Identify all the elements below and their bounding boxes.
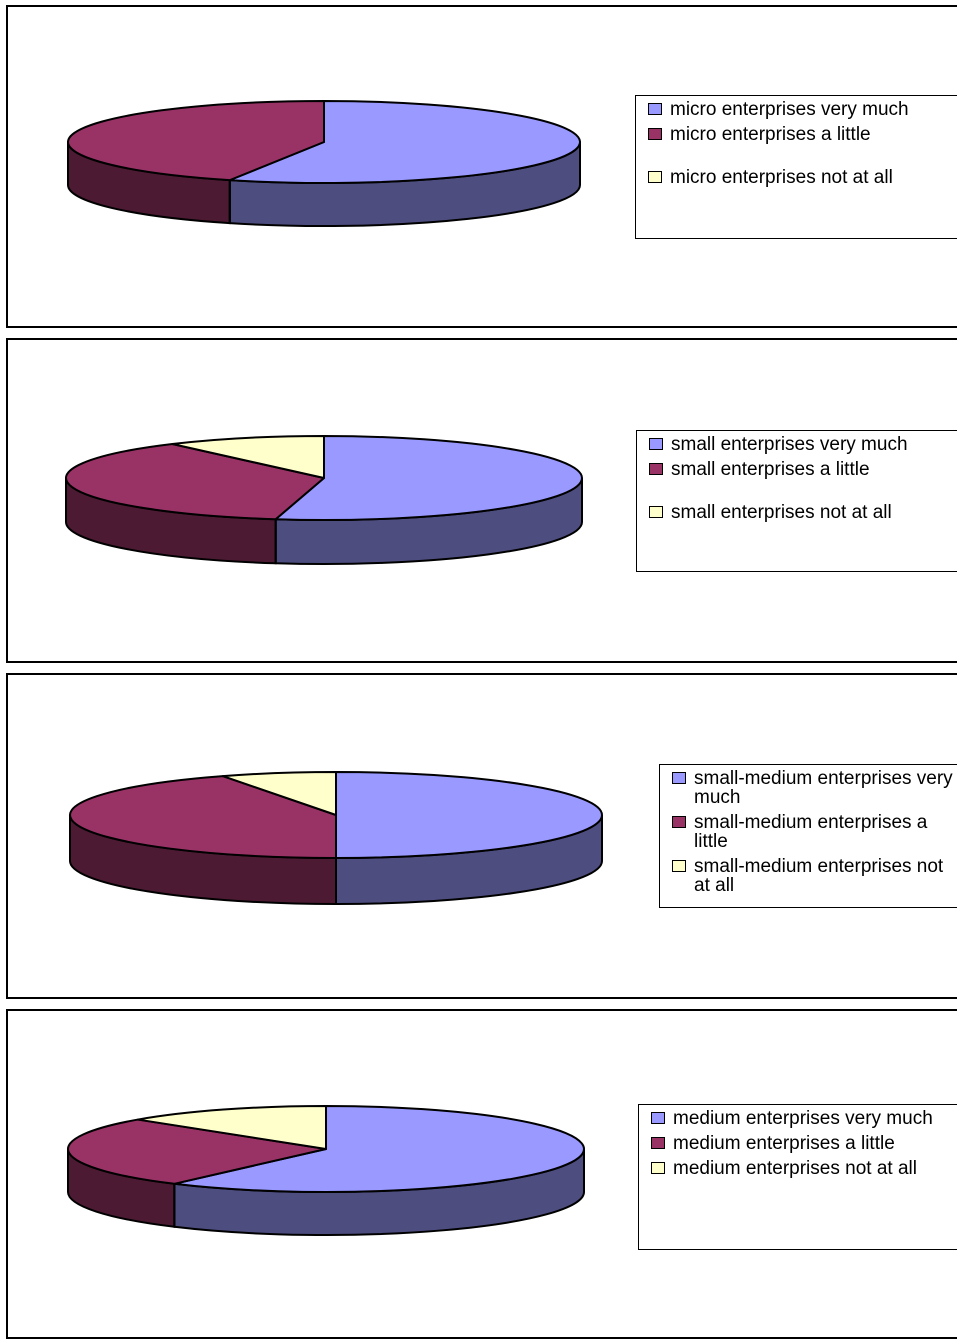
legend-swatch: [672, 772, 686, 784]
legend-label: medium enterprises not at all: [673, 1158, 917, 1179]
legend-swatch: [649, 463, 663, 475]
chart-panel-micro: micro enterprises very much micro enterp…: [6, 5, 957, 328]
pie-slice: [67, 100, 325, 182]
pie-slice: [136, 1105, 327, 1150]
legend-small-medium: small-medium enterprises very much small…: [659, 764, 957, 908]
legend-swatch: [649, 506, 663, 518]
legend-micro: micro enterprises very much micro enterp…: [635, 95, 957, 239]
legend-label: small-medium enterprises very much: [694, 768, 953, 808]
legend-item: small enterprises very much: [645, 435, 931, 454]
legend-label: small enterprises not at all: [671, 502, 892, 523]
legend-swatch: [648, 128, 662, 140]
legend-swatch: [648, 103, 662, 115]
pie-slice: [221, 771, 337, 816]
legend-item: small-medium enterprises a little: [668, 813, 957, 851]
legend-label: medium enterprises very much: [673, 1108, 933, 1129]
legend-item: medium enterprises not at all: [647, 1159, 953, 1178]
legend-swatch: [651, 1162, 665, 1174]
pie-slice: [228, 100, 581, 184]
legend-medium: medium enterprises very much medium ente…: [638, 1104, 957, 1250]
legend-item: medium enterprises a little: [647, 1134, 943, 1153]
legend-swatch: [651, 1112, 665, 1124]
legend-label: small enterprises a little: [671, 459, 870, 480]
legend-swatch: [672, 860, 686, 872]
legend-item: small enterprises not at all: [645, 503, 951, 522]
legend-item: micro enterprises not at all: [644, 168, 957, 187]
legend-item: small enterprises a little: [645, 460, 957, 479]
pie-chart-small: [65, 435, 583, 565]
legend-label: micro enterprises very much: [670, 99, 909, 120]
legend-item: micro enterprises very much: [644, 100, 928, 119]
pie-slice: [173, 1105, 585, 1193]
legend-swatch: [672, 816, 686, 828]
pie-slice: [171, 435, 325, 479]
legend-label: small enterprises very much: [671, 434, 908, 455]
pie-chart-medium: [67, 1105, 585, 1236]
legend-label: micro enterprises a little: [670, 124, 871, 145]
pie-chart-micro: [67, 100, 581, 227]
pie-slice: [274, 435, 583, 521]
legend-item: micro enterprises a little: [644, 125, 957, 144]
pie-slice: [67, 1118, 327, 1185]
legend-item: medium enterprises very much: [647, 1109, 957, 1128]
chart-panel-medium: medium enterprises very much medium ente…: [6, 1009, 957, 1339]
legend-label: medium enterprises a little: [673, 1133, 895, 1154]
legend-item: small-medium enterprises not at all: [668, 857, 957, 895]
pie-chart-small-medium: [69, 771, 603, 906]
legend-label: small-medium enterprises a little: [694, 812, 928, 852]
legend-label: micro enterprises not at all: [670, 167, 893, 188]
pie-slice: [335, 771, 603, 859]
legend-swatch: [649, 438, 663, 450]
pie-slice: [65, 443, 325, 521]
legend-swatch: [648, 171, 662, 183]
chart-panel-small-medium: small-medium enterprises very much small…: [6, 673, 957, 999]
legend-swatch: [651, 1137, 665, 1149]
pie-slice: [69, 775, 337, 859]
legend-item: small-medium enterprises very much: [668, 769, 957, 807]
chart-panel-small: small enterprises very much small enterp…: [6, 338, 957, 663]
legend-label: small-medium enterprises not at all: [694, 856, 944, 896]
legend-small: small enterprises very much small enterp…: [636, 430, 957, 572]
